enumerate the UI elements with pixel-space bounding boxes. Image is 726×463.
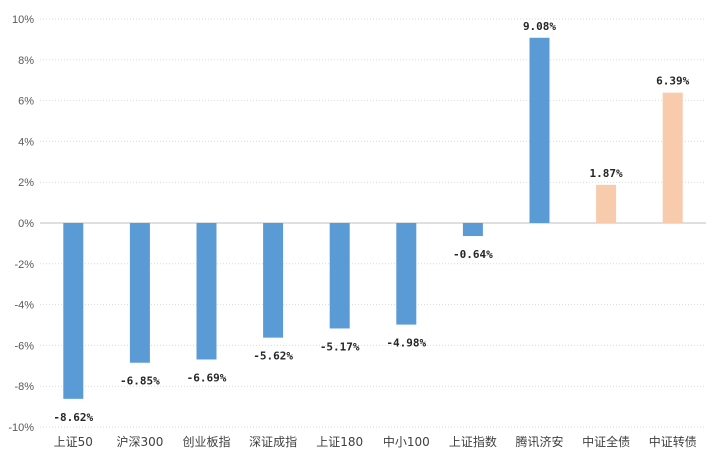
data-label: -0.64% [453, 248, 493, 261]
bar [63, 223, 84, 399]
data-label: -4.98% [386, 337, 426, 350]
x-category-label: 中证转债 [649, 434, 697, 449]
bar [263, 223, 284, 338]
x-category-label: 中证全债 [582, 434, 630, 449]
x-category-label: 腾讯济安 [515, 434, 563, 449]
data-label: -5.17% [320, 340, 360, 353]
y-tick-label: 6% [18, 96, 34, 108]
y-axis-tick-labels: -10% -8% -6% -4% -2% 0% 2% 4% 6% 8% 10% [8, 14, 34, 434]
y-tick-label: -10% [8, 422, 34, 434]
y-tick-label: 0% [18, 218, 34, 230]
x-category-label: 中小100 [383, 434, 430, 449]
bar [196, 223, 217, 360]
y-tick-label: -2% [14, 259, 34, 271]
y-tick-label: 8% [18, 55, 34, 67]
bar [396, 223, 417, 325]
bar [596, 184, 617, 223]
data-label: 6.39% [656, 75, 689, 88]
bar [662, 92, 683, 223]
bars [63, 37, 683, 399]
y-tick-label: 4% [18, 136, 34, 148]
y-tick-label: -6% [14, 340, 34, 352]
data-label: -8.62% [53, 411, 93, 424]
data-label: -6.85% [120, 375, 160, 388]
data-labels: -8.62% -6.85% -6.69% -5.62% -5.17% -4.98% -0.6… [53, 20, 689, 424]
x-category-label: 深证成指 [249, 434, 297, 449]
x-category-label: 创业板指 [182, 434, 230, 449]
data-label: -5.62% [253, 350, 293, 363]
data-label: 1.87% [590, 167, 623, 180]
x-category-label: 上证50 [54, 435, 93, 449]
y-tick-label: 2% [18, 177, 34, 189]
x-axis-category-labels: 上证50 沪深300 创业板指 深证成指 上证180 中小100 上证指数 腾讯济安 中证全债 中… [54, 434, 697, 449]
gridlines [40, 18, 706, 428]
x-category-label: 上证180 [316, 435, 363, 449]
bar [529, 37, 550, 223]
data-label: -6.69% [187, 371, 227, 384]
bar [462, 223, 483, 237]
data-label: 9.08% [523, 20, 556, 33]
x-category-label: 上证指数 [449, 434, 497, 449]
bar [329, 223, 350, 329]
y-tick-label: 10% [12, 14, 34, 26]
bar [129, 223, 150, 363]
y-tick-label: -4% [14, 300, 34, 312]
y-tick-label: -8% [14, 381, 34, 393]
x-category-label: 沪深300 [116, 435, 163, 449]
